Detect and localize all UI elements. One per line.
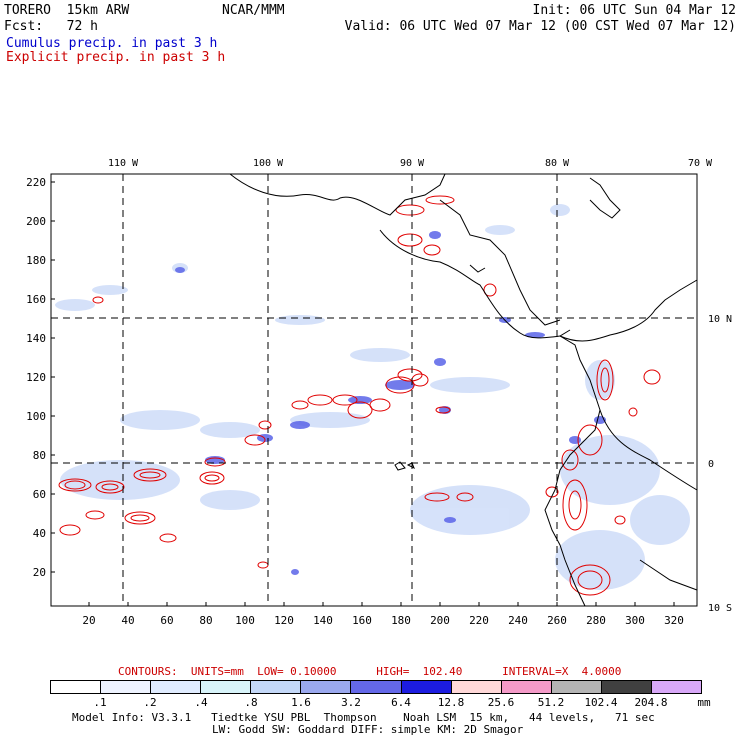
- latitude-labels: 10 N 0 10 S: [708, 314, 732, 614]
- colorbar-cell: [501, 681, 552, 693]
- colorbar-label: 6.4: [391, 696, 411, 709]
- cumulus-title: Cumulus precip. in past 3 h: [6, 36, 218, 51]
- colorbar-cell: [451, 681, 502, 693]
- colorbar-label: .2: [143, 696, 157, 709]
- colorbar-cell: [151, 681, 202, 693]
- lon-label: 100 W: [253, 158, 284, 169]
- colorbar-cell: [651, 681, 702, 693]
- y-tick-label: 160: [26, 293, 46, 306]
- colorbar-cell: [551, 681, 602, 693]
- colorbar-label: 25.6: [487, 696, 515, 709]
- lon-label: 90 W: [400, 158, 425, 169]
- y-tick-label: 20: [33, 566, 46, 579]
- colorbar-cell: [601, 681, 652, 693]
- center-name: NCAR/MMM: [222, 3, 285, 18]
- colorbar-label: .1: [93, 696, 107, 709]
- longitude-labels: 110 W 100 W 90 W 80 W 70 W: [108, 158, 713, 169]
- lon-label: 70 W: [688, 158, 713, 169]
- y-tick-label: 100: [26, 410, 46, 423]
- lat-label: 0: [708, 459, 714, 470]
- explicit-precip-contours: [58, 195, 661, 596]
- y-tick-label: 60: [33, 488, 46, 501]
- contour-info: CONTOURS: UNITS=mm LOW= 0.10000 HIGH= 10…: [118, 665, 622, 678]
- cumulus-precip-heavy: [175, 231, 606, 575]
- y-tick-label: 200: [26, 215, 46, 228]
- colorbar-cell: [101, 681, 152, 693]
- colorbar-label: 51.2: [537, 696, 565, 709]
- y-tick-label: 80: [33, 449, 46, 462]
- x-tick-label: 180: [391, 614, 411, 627]
- model-name: TORERO 15km ARW: [4, 3, 130, 18]
- valid-time: Valid: 06 UTC Wed 07 Mar 12 (00 CST Wed …: [344, 19, 736, 34]
- lat-label: 10 N: [708, 314, 732, 325]
- grid-lines: [51, 174, 697, 606]
- x-tick-label: 260: [547, 614, 567, 627]
- colorbar-cell: [251, 681, 302, 693]
- x-tick-label: 40: [121, 614, 134, 627]
- y-tick-label: 180: [26, 254, 46, 267]
- colorbar-label: 12.8: [437, 696, 465, 709]
- forecast-hour: Fcst: 72 h: [4, 19, 98, 34]
- colorbar: [50, 680, 702, 694]
- colorbar-cell: [351, 681, 402, 693]
- colorbar-label: .8: [244, 696, 258, 709]
- x-tick-label: 280: [586, 614, 606, 627]
- colorbar-label: 102.4: [584, 696, 618, 709]
- map-frame: [50, 173, 698, 607]
- colorbar-label: 204.8: [634, 696, 668, 709]
- colorbar-cell: [201, 681, 252, 693]
- x-tick-label: 60: [160, 614, 173, 627]
- coastlines: [229, 173, 698, 607]
- x-tick-label: 80: [199, 614, 212, 627]
- y-tick-labels: 220 200 180 160 140 120 100 80 60 40 20: [26, 176, 46, 579]
- x-tick-label: 100: [235, 614, 255, 627]
- y-tick-label: 120: [26, 371, 46, 384]
- axis-ticks: [51, 181, 675, 606]
- y-tick-label: 140: [26, 332, 46, 345]
- colorbar-label: mm: [697, 696, 711, 709]
- colorbar-label: 1.6: [291, 696, 311, 709]
- x-tick-label: 140: [313, 614, 333, 627]
- x-tick-label: 220: [469, 614, 489, 627]
- x-tick-label: 320: [664, 614, 684, 627]
- colorbar-label: .4: [194, 696, 208, 709]
- explicit-title: Explicit precip. in past 3 h: [6, 50, 226, 65]
- y-tick-label: 40: [33, 527, 46, 540]
- init-time: Init: 06 UTC Sun 04 Mar 12: [532, 3, 737, 18]
- colorbar-cell: [301, 681, 352, 693]
- y-tick-label: 220: [26, 176, 46, 189]
- colorbar-label: 3.2: [341, 696, 361, 709]
- colorbar-cell: [51, 681, 102, 693]
- x-tick-label: 200: [430, 614, 450, 627]
- lat-label: 10 S: [708, 603, 732, 614]
- cumulus-precip-shading: [55, 204, 690, 590]
- colorbar-cell: [401, 681, 452, 693]
- lon-label: 110 W: [108, 158, 139, 169]
- model-info-line2: LW: Godd SW: Goddard DIFF: simple KM: 2D…: [212, 723, 524, 736]
- x-tick-label: 120: [274, 614, 294, 627]
- x-tick-label: 160: [352, 614, 372, 627]
- x-tick-label: 20: [82, 614, 95, 627]
- lon-label: 80 W: [545, 158, 570, 169]
- x-tick-labels: 20 40 60 80 100 120 140 160 180 200 220 …: [82, 614, 684, 627]
- x-tick-label: 300: [625, 614, 645, 627]
- x-tick-label: 240: [508, 614, 528, 627]
- model-info-line1: Model Info: V3.3.1 Tiedtke YSU PBL Thomp…: [72, 711, 655, 724]
